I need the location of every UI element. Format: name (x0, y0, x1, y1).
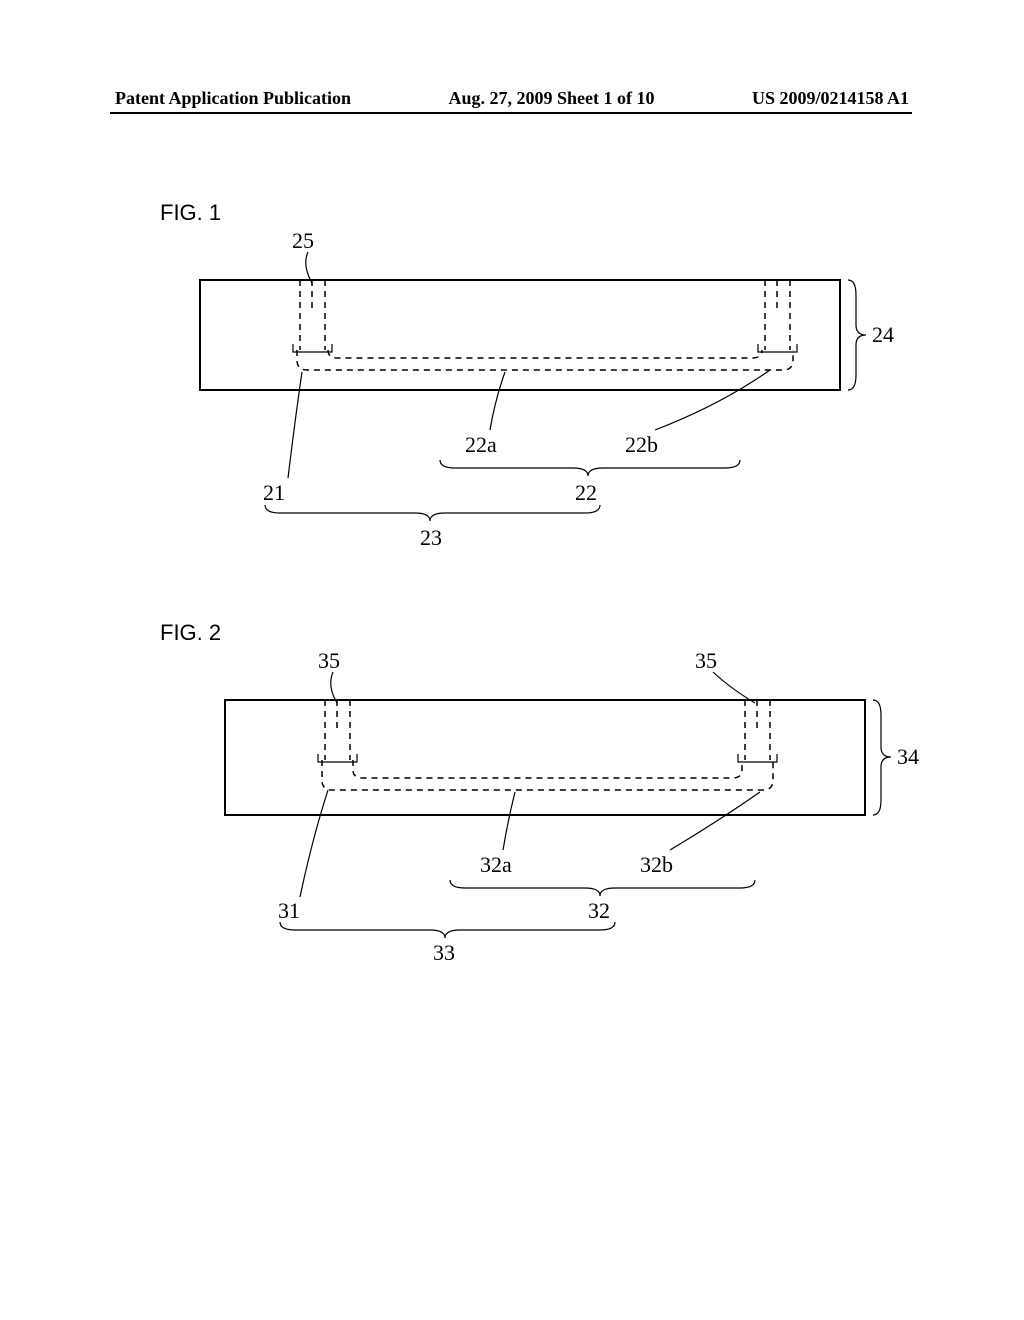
fig2-brace-32 (450, 880, 755, 896)
fig2-ref-31: 31 (278, 898, 300, 924)
fig2-leader-31 (300, 790, 328, 897)
fig2-ref-35b: 35 (695, 648, 717, 674)
fig2-drawing (0, 0, 1024, 1000)
fig2-brace-33 (280, 922, 615, 938)
fig2-leader-32a (503, 792, 515, 850)
fig2-ref-32a: 32a (480, 852, 512, 878)
fig2-ref-34: 34 (897, 744, 919, 770)
fig2-leader-35a (331, 672, 337, 703)
fig2-ref-35a: 35 (318, 648, 340, 674)
fig2-ref-32: 32 (588, 898, 610, 924)
fig2-leader-32b (670, 792, 760, 850)
fig2-brace-34 (873, 700, 891, 815)
fig2-ref-32b: 32b (640, 852, 673, 878)
fig2-leader-35b (713, 672, 755, 703)
page: Patent Application Publication Aug. 27, … (0, 0, 1024, 1320)
fig2-channel-outer (322, 760, 773, 790)
fig2-port-right-frame (738, 754, 777, 762)
fig2-box (225, 700, 865, 815)
fig2-channel-inner (353, 760, 742, 778)
fig2-ref-33: 33 (433, 940, 455, 966)
fig2-port-left-frame (318, 754, 357, 762)
